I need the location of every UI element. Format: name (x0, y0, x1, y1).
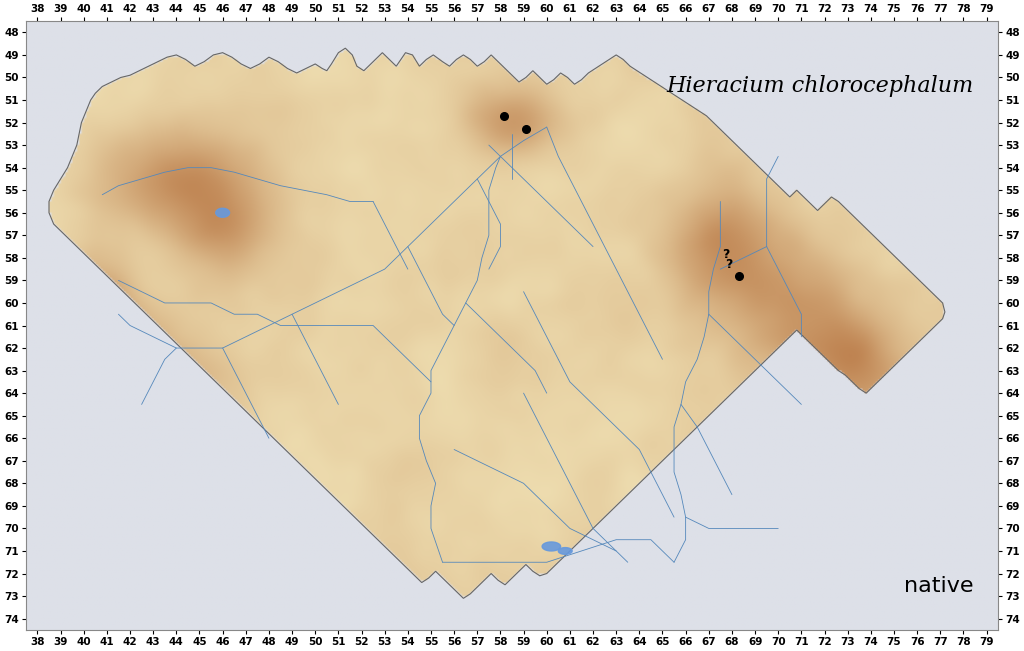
Polygon shape (542, 542, 560, 551)
Text: Hieracium chlorocephalum: Hieracium chlorocephalum (667, 75, 974, 97)
Polygon shape (216, 208, 229, 217)
Text: native: native (904, 576, 974, 596)
Text: ?: ? (725, 258, 732, 271)
Polygon shape (558, 547, 572, 555)
Text: ?: ? (723, 248, 730, 261)
